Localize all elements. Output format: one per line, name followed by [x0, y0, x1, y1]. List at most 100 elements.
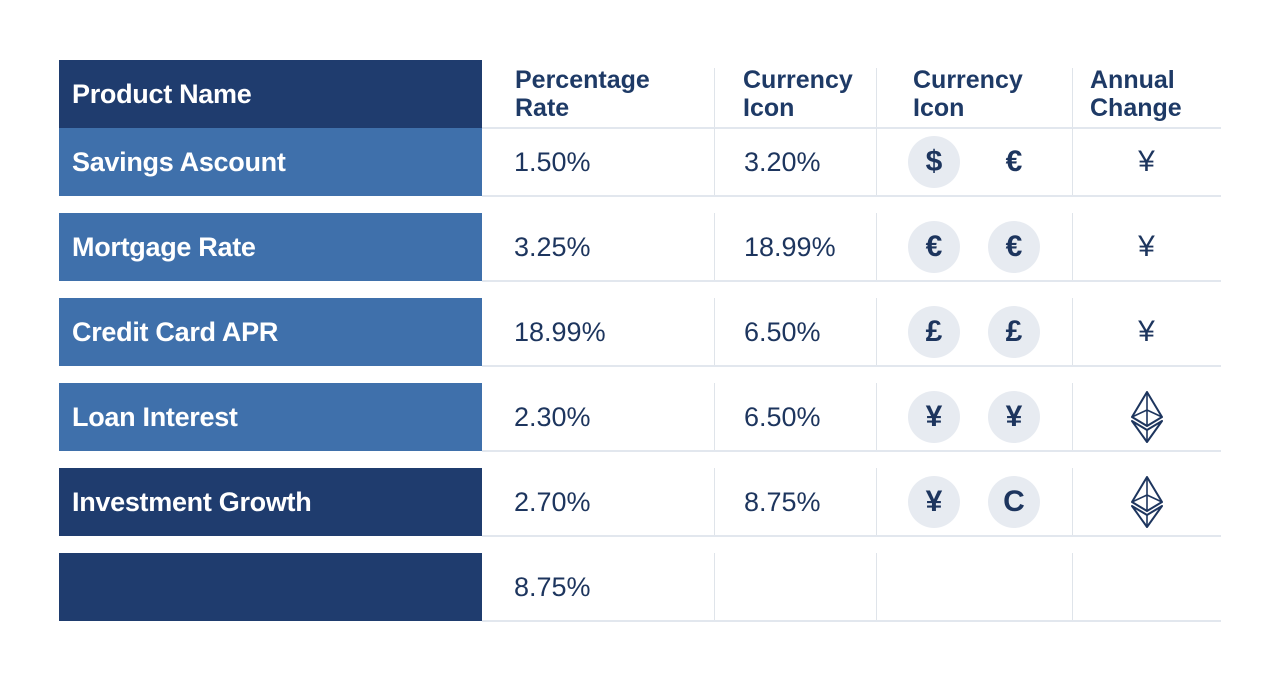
- header-percentage-line1: Percentage: [515, 66, 650, 94]
- column-divider: [876, 383, 877, 451]
- currency-icons-cell: [876, 553, 1072, 621]
- product-name-cell: Loan Interest: [59, 383, 482, 451]
- table-row: Credit Card APR 18.99% 6.50% £ £ ¥: [59, 298, 1221, 367]
- yen-icon: ¥: [1138, 230, 1155, 263]
- yen-icon: ¥: [1138, 145, 1155, 178]
- currency-icons-cell: $ €: [876, 128, 1072, 196]
- percentage-rate: 18.99%: [514, 316, 606, 347]
- header-product-name: Product Name: [59, 60, 482, 128]
- header-row: Product Name Percentage Rate Currency Ic…: [59, 60, 1221, 129]
- product-name: Credit Card APR: [72, 316, 279, 347]
- column-divider: [1072, 213, 1073, 281]
- header-annual-line2: Change: [1090, 94, 1182, 122]
- currency-value: 8.75%: [744, 486, 821, 517]
- currency-icon: ¥: [908, 391, 960, 443]
- product-name: Investment Growth: [72, 486, 312, 517]
- header-currency-icon-2: Currency Icon: [876, 60, 1072, 128]
- column-divider: [1072, 68, 1073, 128]
- annual-change-cell: [1072, 553, 1221, 621]
- column-divider: [1072, 553, 1073, 621]
- column-divider: [714, 298, 715, 366]
- currency-icon: €: [908, 221, 960, 273]
- row-divider: [482, 195, 1221, 197]
- header-currency1-line1: Currency: [743, 66, 853, 94]
- currency-icon-pair: $ €: [908, 136, 1040, 188]
- column-divider: [1072, 468, 1073, 536]
- currency-value-cell: 3.20%: [714, 128, 876, 196]
- currency-icons-cell: € €: [876, 213, 1072, 281]
- currency-icon-pair: ¥ C: [908, 476, 1040, 528]
- currency-icon: €: [1005, 145, 1023, 178]
- currency-value: 3.20%: [744, 146, 821, 177]
- annual-change-cell: ¥: [1072, 213, 1221, 281]
- product-name: Mortgage Rate: [72, 231, 256, 262]
- row-divider: [482, 127, 1221, 129]
- product-name-cell: [59, 553, 482, 621]
- yen-icon: ¥: [1138, 315, 1155, 348]
- product-name-cell: Savings Ascount: [59, 128, 482, 196]
- product-name-cell: Investment Growth: [59, 468, 482, 536]
- column-divider: [714, 213, 715, 281]
- ethereum-icon: [1130, 475, 1164, 529]
- rates-table: Product Name Percentage Rate Currency Ic…: [59, 60, 1221, 622]
- percentage-rate: 2.70%: [514, 486, 591, 517]
- currency-icons-cell: ¥ C: [876, 468, 1072, 536]
- annual-change-cell: [1072, 468, 1221, 536]
- currency-icon-pair: € €: [908, 221, 1040, 273]
- header-currency2-line1: Currency: [913, 66, 1023, 94]
- currency-icons-cell: ¥ ¥: [876, 383, 1072, 451]
- column-divider: [876, 68, 877, 128]
- header-currency-icon-1: Currency Icon: [714, 60, 876, 128]
- header-annual-change: Annual Change: [1072, 60, 1221, 128]
- currency-value-cell: 6.50%: [714, 383, 876, 451]
- header-currency2-line2: Icon: [913, 94, 965, 122]
- column-divider: [714, 68, 715, 128]
- column-divider: [1072, 383, 1073, 451]
- column-divider: [1072, 128, 1073, 196]
- currency-icon-pair: £ £: [908, 306, 1040, 358]
- percentage-rate-cell: 3.25%: [482, 213, 714, 281]
- ethereum-icon: [1130, 390, 1164, 444]
- column-divider: [714, 128, 715, 196]
- annual-change-cell: [1072, 383, 1221, 451]
- header-product-name-label: Product Name: [72, 78, 252, 109]
- currency-icon: ¥: [908, 476, 960, 528]
- row-divider: [482, 280, 1221, 282]
- product-name-cell: Mortgage Rate: [59, 213, 482, 281]
- annual-change-cell: ¥: [1072, 128, 1221, 196]
- table-row: Investment Growth 2.70% 8.75% ¥ C: [59, 468, 1221, 537]
- header-annual-line1: Annual: [1090, 66, 1175, 94]
- row-divider: [482, 620, 1221, 622]
- percentage-rate-cell: 8.75%: [482, 553, 714, 621]
- column-divider: [876, 213, 877, 281]
- column-divider: [876, 298, 877, 366]
- percentage-rate: 1.50%: [514, 146, 591, 177]
- currency-value-cell: 8.75%: [714, 468, 876, 536]
- table-row: Loan Interest 2.30% 6.50% ¥ ¥: [59, 383, 1221, 452]
- column-divider: [876, 553, 877, 621]
- currency-value-cell: 18.99%: [714, 213, 876, 281]
- currency-icon: ¥: [988, 391, 1040, 443]
- column-divider: [714, 383, 715, 451]
- column-divider: [876, 468, 877, 536]
- percentage-rate-cell: 1.50%: [482, 128, 714, 196]
- percentage-rate-cell: 18.99%: [482, 298, 714, 366]
- row-divider: [482, 365, 1221, 367]
- product-name-cell: Credit Card APR: [59, 298, 482, 366]
- currency-value-cell: 6.50%: [714, 298, 876, 366]
- currency-value: 6.50%: [744, 401, 821, 432]
- product-name: Loan Interest: [72, 401, 238, 432]
- row-divider: [482, 450, 1221, 452]
- header-percentage-rate: Percentage Rate: [482, 60, 714, 128]
- currency-icon: €: [988, 221, 1040, 273]
- currency-icon: $: [908, 136, 960, 188]
- currency-value: 6.50%: [744, 316, 821, 347]
- header-currency1-line2: Icon: [743, 94, 795, 122]
- percentage-rate: 2.30%: [514, 401, 591, 432]
- percentage-rate: 8.75%: [514, 571, 591, 602]
- column-divider: [876, 128, 877, 196]
- currency-icon: C: [988, 476, 1040, 528]
- table-row: Mortgage Rate 3.25% 18.99% € € ¥: [59, 213, 1221, 282]
- currency-icon-pair: ¥ ¥: [908, 391, 1040, 443]
- percentage-rate: 3.25%: [514, 231, 591, 262]
